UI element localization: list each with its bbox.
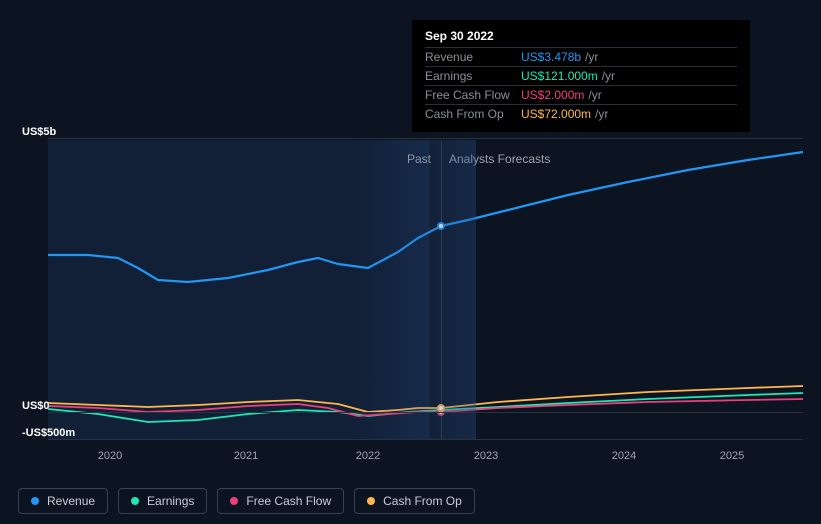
series-cfo: [48, 386, 803, 412]
tooltip-row: RevenueUS$3.478b/yr: [425, 47, 737, 66]
tooltip-row-unit: /yr: [602, 69, 615, 83]
tooltip-row-value: US$2.000m: [521, 88, 584, 102]
marker-cfo: [437, 404, 445, 412]
tooltip-row-label: Earnings: [425, 69, 521, 83]
x-axis-label: 2024: [612, 450, 636, 462]
tooltip-row-value: US$72.000m: [521, 107, 591, 121]
x-axis-label: 2020: [98, 450, 122, 462]
x-axis-label: 2021: [234, 450, 258, 462]
marker-revenue: [437, 222, 445, 230]
x-axis-label: 2022: [356, 450, 380, 462]
tooltip-row-label: Free Cash Flow: [425, 88, 521, 102]
series-lines: [48, 140, 803, 440]
gridline: [48, 439, 803, 440]
legend-item[interactable]: Cash From Op: [354, 488, 475, 514]
legend-dot: [131, 497, 139, 505]
legend-dot: [367, 497, 375, 505]
legend-label: Earnings: [147, 494, 194, 508]
legend-dot: [31, 497, 39, 505]
tooltip-row-value: US$3.478b: [521, 50, 581, 64]
y-axis-label: -US$500m: [22, 427, 75, 439]
legend-dot: [230, 497, 238, 505]
legend-label: Revenue: [47, 494, 95, 508]
legend-label: Cash From Op: [383, 494, 462, 508]
legend: Revenue Earnings Free Cash Flow Cash From O…: [18, 488, 475, 514]
tooltip-row-unit: /yr: [595, 107, 608, 121]
x-axis-label: 2023: [474, 450, 498, 462]
series-revenue: [48, 152, 803, 282]
legend-item[interactable]: Revenue: [18, 488, 108, 514]
tooltip-date: Sep 30 2022: [425, 29, 737, 47]
tooltip-row-unit: /yr: [585, 50, 598, 64]
tooltip-row: Cash From OpUS$72.000m/yr: [425, 104, 737, 123]
x-axis-label: 2025: [720, 450, 744, 462]
tooltip-row-label: Revenue: [425, 50, 521, 64]
legend-item[interactable]: Free Cash Flow: [217, 488, 344, 514]
y-axis-label: US$0: [22, 400, 50, 412]
tooltip-row-unit: /yr: [588, 88, 601, 102]
gridline: [48, 138, 803, 139]
tooltip-row: EarningsUS$121.000m/yr: [425, 66, 737, 85]
tooltip-row-value: US$121.000m: [521, 69, 598, 83]
tooltip-row-label: Cash From Op: [425, 107, 521, 121]
gridline: [48, 412, 803, 413]
tooltip-row: Free Cash FlowUS$2.000m/yr: [425, 85, 737, 104]
plot-area[interactable]: Past Analysts Forecasts: [48, 140, 803, 440]
legend-label: Free Cash Flow: [246, 494, 331, 508]
hover-tooltip: Sep 30 2022 RevenueUS$3.478b/yrEarningsU…: [412, 20, 750, 132]
legend-item[interactable]: Earnings: [118, 488, 207, 514]
y-axis-label: US$5b: [22, 126, 56, 138]
